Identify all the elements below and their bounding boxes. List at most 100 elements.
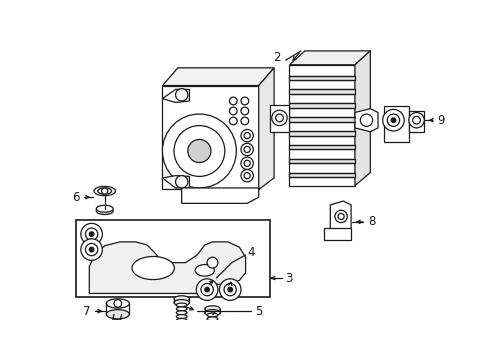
Circle shape [244,172,250,179]
Polygon shape [354,51,369,186]
Ellipse shape [207,328,218,332]
Polygon shape [89,242,245,293]
Ellipse shape [204,310,220,316]
Text: 4: 4 [246,246,254,259]
Circle shape [114,300,122,307]
Polygon shape [289,65,354,186]
Ellipse shape [111,320,122,324]
Ellipse shape [174,296,189,302]
Ellipse shape [176,315,187,319]
Circle shape [85,243,98,256]
Circle shape [229,107,237,115]
Circle shape [386,114,399,126]
Circle shape [89,247,94,252]
Text: 8: 8 [367,215,375,228]
Polygon shape [162,68,274,86]
Ellipse shape [176,311,187,315]
Bar [76,220,270,297]
Ellipse shape [207,325,218,328]
Polygon shape [289,159,354,163]
Ellipse shape [207,321,218,325]
Polygon shape [289,89,354,94]
Circle shape [241,97,248,105]
Ellipse shape [96,208,113,215]
Ellipse shape [98,188,111,194]
Polygon shape [289,117,354,122]
Circle shape [382,109,404,131]
Polygon shape [258,68,274,189]
Ellipse shape [106,299,129,308]
Circle shape [334,210,346,222]
Text: 9: 9 [436,114,444,127]
Circle shape [187,139,210,163]
Ellipse shape [94,186,115,195]
Circle shape [229,97,237,105]
Circle shape [175,176,187,188]
Polygon shape [289,172,354,177]
Polygon shape [289,103,354,108]
Circle shape [241,143,253,156]
Circle shape [241,117,248,125]
Text: 3: 3 [285,271,292,284]
Ellipse shape [176,307,187,311]
Circle shape [207,257,218,268]
Circle shape [244,132,250,139]
Text: 6: 6 [72,191,79,204]
Circle shape [174,126,224,176]
Circle shape [229,117,237,125]
Circle shape [275,114,283,122]
Circle shape [196,279,218,300]
Ellipse shape [176,319,187,322]
Circle shape [81,239,102,260]
Polygon shape [354,109,377,132]
Circle shape [241,170,253,182]
Circle shape [204,287,209,292]
Ellipse shape [106,310,129,319]
Ellipse shape [96,205,113,212]
Polygon shape [289,76,354,80]
Polygon shape [324,228,350,239]
Circle shape [241,130,253,142]
Ellipse shape [207,313,218,317]
Ellipse shape [207,317,218,321]
Circle shape [85,228,98,240]
Polygon shape [162,89,189,103]
Circle shape [162,114,236,188]
Ellipse shape [195,265,214,276]
Circle shape [412,116,420,124]
Circle shape [360,114,372,126]
Circle shape [201,283,213,296]
Polygon shape [270,105,289,132]
Circle shape [390,118,395,122]
Polygon shape [289,131,354,136]
Text: 2: 2 [273,50,281,64]
Text: 7: 7 [82,305,90,318]
Ellipse shape [132,256,174,280]
Polygon shape [162,176,189,188]
Polygon shape [329,201,350,239]
Circle shape [241,107,248,115]
Circle shape [241,157,253,170]
Ellipse shape [204,306,220,312]
Circle shape [89,232,94,237]
Circle shape [175,89,187,101]
Polygon shape [162,86,258,189]
Polygon shape [289,51,369,65]
Polygon shape [289,145,354,149]
Circle shape [244,160,250,166]
Ellipse shape [174,300,189,306]
Polygon shape [182,188,258,203]
Circle shape [81,223,102,245]
Circle shape [408,112,424,128]
Circle shape [227,287,232,292]
Circle shape [219,279,241,300]
Text: 5: 5 [254,305,262,318]
Polygon shape [384,106,408,142]
Circle shape [224,283,236,296]
Circle shape [271,110,286,126]
Circle shape [244,147,250,153]
Circle shape [102,188,107,194]
Ellipse shape [176,303,187,307]
Circle shape [337,213,344,220]
Polygon shape [408,111,424,132]
